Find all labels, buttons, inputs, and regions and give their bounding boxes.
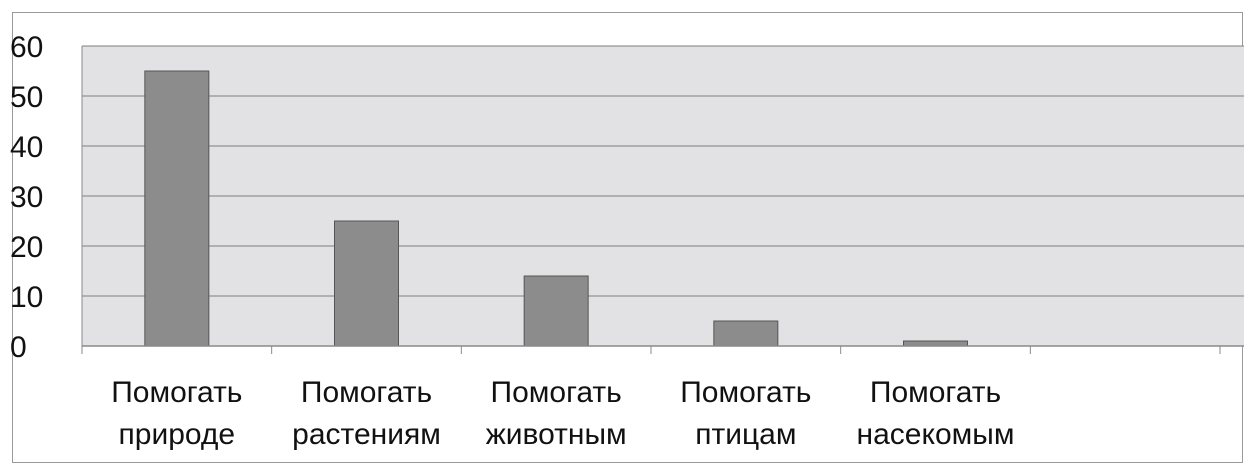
bar-0 bbox=[144, 70, 210, 347]
x-category-label-3-line-0: Помогать bbox=[680, 376, 811, 409]
axes bbox=[81, 46, 1244, 354]
x-category-label-4-line-0: Помогать bbox=[870, 376, 1001, 409]
x-category-labels: Помогать природе Помогать растениям Помогать… bbox=[111, 376, 1014, 451]
bar-1 bbox=[334, 220, 399, 347]
x-category-label-1-line-1: растениям bbox=[292, 418, 441, 451]
gridlines bbox=[82, 45, 1244, 297]
bars bbox=[144, 70, 968, 347]
y-tick-label-40: 40 bbox=[10, 131, 43, 164]
y-tick-labels: 0 10 20 30 40 50 60 bbox=[10, 31, 43, 364]
x-category-label-1-line-0: Помогать bbox=[301, 376, 432, 409]
y-tick-label-30: 30 bbox=[10, 181, 43, 214]
y-tick-label-0: 0 bbox=[10, 331, 27, 364]
x-category-label-0-line-0: Помогать bbox=[111, 376, 242, 409]
x-category-label-2-line-0: Помогать bbox=[491, 376, 622, 409]
x-category-label-3-line-1: птицам bbox=[695, 418, 796, 451]
y-tick-label-10: 10 bbox=[10, 281, 43, 314]
x-category-label-0-line-1: природе bbox=[119, 418, 236, 451]
y-tick-label-50: 50 bbox=[10, 81, 43, 114]
y-tick-label-60: 60 bbox=[10, 31, 43, 64]
bar-3 bbox=[713, 320, 779, 347]
x-category-label-2-line-1: животным bbox=[486, 418, 627, 451]
y-tick-label-20: 20 bbox=[10, 231, 43, 264]
bar-2 bbox=[523, 275, 589, 347]
x-category-label-4-line-1: насекомым bbox=[857, 418, 1015, 451]
